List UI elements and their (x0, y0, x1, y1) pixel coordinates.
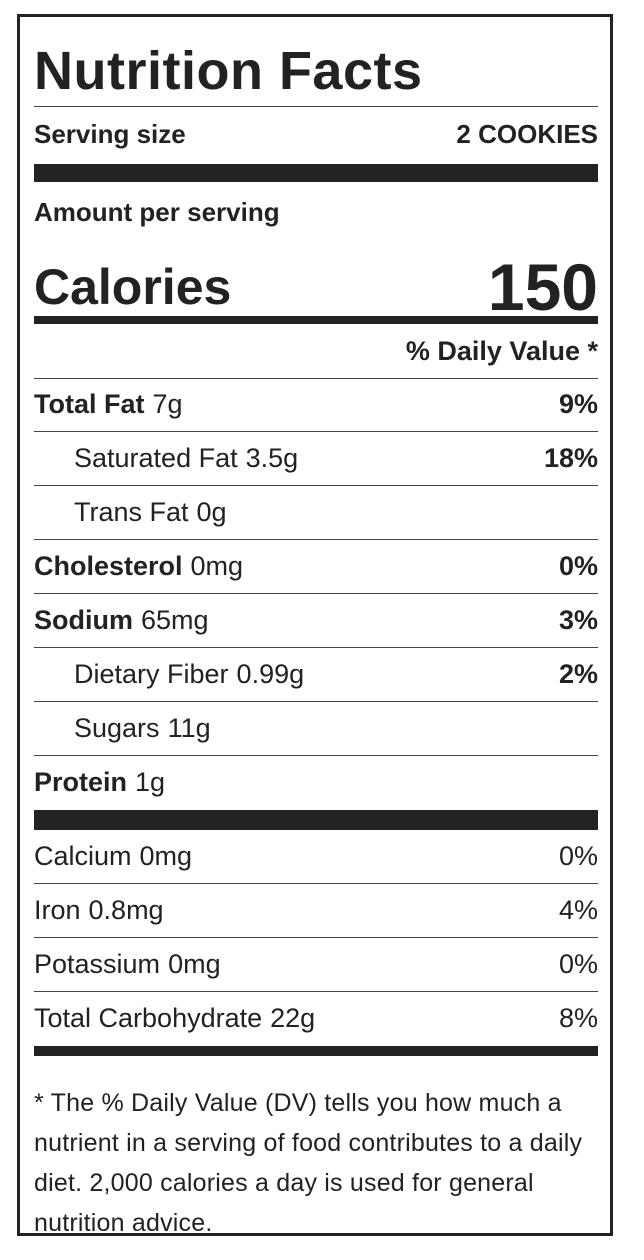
footnote: * The % Daily Value (DV) tells you how m… (34, 1089, 583, 1237)
daily-value: 2% (558, 659, 598, 689)
nutrient-name: Protein (34, 767, 128, 797)
nutrient-amount: 3.5g (245, 443, 299, 473)
calories-value: 150 (487, 250, 598, 324)
serving-value: 2 COOKIES (456, 118, 598, 149)
serving-row: Serving size 2 COOKIES (34, 114, 598, 154)
nutrient-name: Total Carbohydrate (34, 1003, 263, 1033)
nutrient-row: Calcium 0mg 0% (34, 830, 598, 884)
nutrient-name: Iron (34, 895, 81, 925)
nutrient-name: Dietary Fiber (74, 659, 229, 689)
daily-value: 18% (543, 443, 598, 473)
nutrient-amount: 11g (167, 713, 211, 743)
nutrient-name: Sugars (74, 713, 160, 743)
nutrient-label: Protein 1g (34, 767, 165, 798)
nutrient-row: Iron 0.8mg 4% (34, 884, 598, 938)
nutrient-label: Total Fat 7g (34, 389, 183, 420)
nutrient-amount: 1g (135, 767, 166, 797)
nutrient-name: Cholesterol (34, 551, 183, 581)
serving-label: Serving size (34, 118, 186, 149)
nutrient-amount: 0mg (168, 949, 221, 979)
nutrient-label: Saturated Fat 3.5g (34, 443, 298, 474)
nutrient-row: Dietary Fiber 0.99g 2% (34, 648, 598, 702)
nutrient-label: Calcium 0mg (34, 841, 192, 872)
thick-divider (34, 810, 598, 830)
daily-value: 3% (558, 605, 598, 635)
nutrient-label: Potassium 0mg (34, 949, 221, 980)
nutrient-row: Total Fat 7g 9% (34, 378, 598, 432)
nutrient-label: Sodium 65mg (34, 605, 209, 636)
nutrient-row: Potassium 0mg 0% (34, 938, 598, 992)
daily-value: 0% (558, 551, 598, 581)
daily-value: 4% (558, 895, 598, 925)
nutrient-name: Total Fat (34, 389, 145, 419)
calories-row: Calories 150 (34, 243, 598, 331)
nutrient-label: Cholesterol 0mg (34, 551, 243, 582)
thick-divider (34, 164, 598, 182)
daily-value: 0% (558, 949, 598, 979)
nutrition-label: Nutrition Facts Serving size 2 COOKIES A… (17, 14, 613, 1237)
nutrient-row: Total Carbohydrate 22g 8% (34, 992, 598, 1045)
nutrient-row: Saturated Fat 3.5g 18% (34, 432, 598, 486)
daily-value-header-text: % Daily Value * (405, 335, 598, 366)
nutrient-label: Total Carbohydrate 22g (34, 1003, 315, 1034)
daily-value: 9% (558, 389, 598, 419)
daily-value: 8% (558, 1003, 598, 1033)
daily-value-header: % Daily Value * (34, 324, 598, 379)
nutrient-row: Cholesterol 0mg 0% (34, 540, 598, 594)
nutrient-name: Calcium (34, 841, 132, 871)
nutrient-amount: 0g (196, 497, 227, 527)
divider (34, 106, 598, 107)
title: Nutrition Facts (34, 41, 423, 101)
calories-label: Calories (34, 259, 232, 315)
nutrient-amount: 0.99g (236, 659, 305, 689)
nutrient-label: Trans Fat 0g (34, 497, 227, 528)
nutrient-label: Dietary Fiber 0.99g (34, 659, 304, 690)
nutrient-amount: 65mg (141, 605, 209, 635)
nutrient-row: Sugars 11g (34, 702, 598, 756)
nutrient-amount: 7g (152, 389, 183, 419)
medium-divider (34, 316, 598, 324)
nutrient-amount: 0.8mg (88, 895, 164, 925)
daily-value: 0% (558, 841, 598, 871)
medium-divider (34, 1046, 598, 1056)
nutrient-row: Sodium 65mg 3% (34, 594, 598, 648)
nutrient-row: Protein 1g (34, 756, 598, 809)
nutrient-amount: 0mg (139, 841, 193, 871)
nutrient-name: Potassium (34, 949, 161, 979)
nutrient-name: Trans Fat (74, 497, 189, 527)
amount-per-serving: Amount per serving (34, 197, 280, 227)
nutrient-name: Saturated Fat (74, 443, 238, 473)
nutrient-name: Sodium (34, 605, 133, 635)
nutrient-label: Sugars 11g (34, 713, 211, 744)
nutrient-amount: 22g (270, 1003, 316, 1033)
nutrient-label: Iron 0.8mg (34, 895, 164, 926)
nutrient-amount: 0mg (190, 551, 244, 581)
nutrient-row: Trans Fat 0g (34, 486, 598, 540)
